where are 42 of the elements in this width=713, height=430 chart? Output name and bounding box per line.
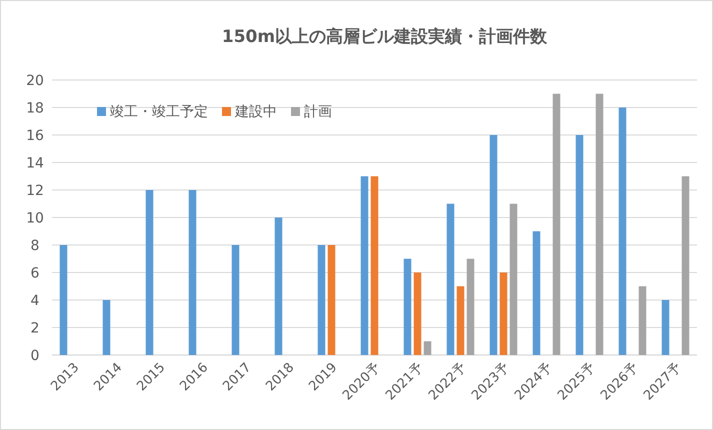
y-tick-label: 2 [30,320,40,336]
y-tick-label: 8 [30,238,40,254]
y-tick-label: 14 [26,156,44,172]
bar [232,245,240,355]
bar [370,176,378,355]
bar [188,190,196,355]
legend-label: 計画 [304,104,332,120]
bar [446,204,454,355]
bar [552,94,560,355]
y-tick-label: 18 [26,100,44,116]
bar [404,258,412,355]
bar [638,286,646,355]
y-tick-label: 10 [26,210,44,226]
legend-label: 建設中 [234,104,277,120]
y-tick-label: 6 [30,266,40,282]
bar [456,286,464,355]
bar [360,176,368,355]
bar [662,300,670,355]
bar [424,341,432,355]
bar [146,190,154,355]
bar [500,272,508,355]
bar [328,245,336,355]
bar [510,204,518,355]
y-tick-label: 16 [26,128,44,144]
bar [532,231,540,355]
bar [682,176,690,355]
bar [576,135,584,355]
y-tick-label: 20 [26,73,44,89]
bar [466,258,474,355]
y-tick-label: 0 [30,348,40,364]
bar [490,135,498,355]
legend-label: 竣工・竣工予定 [110,104,208,120]
bar [102,300,110,355]
chart-title: 150m以上の高層ビル建設実績・計画件数 [222,27,548,47]
bar [274,218,282,355]
bar [414,272,422,355]
y-tick-label: 4 [30,293,40,309]
bar [60,245,68,355]
bar [596,94,604,355]
y-tick-label: 12 [26,183,44,199]
bar [318,245,326,355]
bar [618,108,626,355]
